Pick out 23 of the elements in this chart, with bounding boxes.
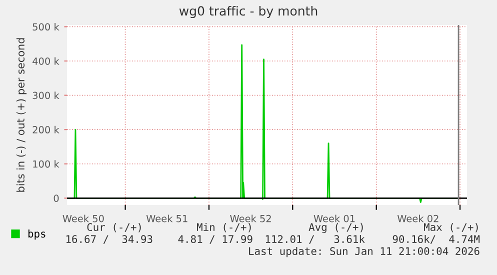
text: Cur (-/+)	[87, 223, 141, 232]
text: 90.16k/ 4.74M	[392, 234, 480, 244]
text: 16.67 / 34.93	[66, 235, 152, 244]
x-tick-label: Week 51	[146, 214, 188, 222]
legend-label: bps	[28, 230, 46, 240]
x-tick-label: Week 01	[314, 214, 355, 222]
y-tick-label: 300 k	[32, 92, 60, 100]
text: 112.01 / 3.61k	[266, 234, 365, 244]
x-tick-label: Week 50	[62, 214, 104, 222]
y-axis-title: bits in (-) / out (+) per second	[16, 38, 27, 192]
text: Last update: Sun Jan 11 21:00:04 2026	[249, 246, 480, 258]
text: 4.81 / 17.99	[178, 235, 252, 244]
text: Max (-/+)	[424, 223, 478, 232]
x-tick-label: Week 02	[397, 214, 438, 222]
y-tick-label: 200 k	[32, 126, 60, 134]
text: Avg (-/+)	[308, 222, 363, 234]
y-tick-label: 0	[54, 194, 59, 202]
text: Min (-/+)	[196, 222, 251, 232]
x-tick-label: Week 52	[230, 214, 271, 222]
chart-title: wg0 traffic - by month	[179, 6, 318, 18]
y-tick-label: 400 k	[32, 57, 60, 65]
y-tick-label: 500 k	[32, 23, 60, 31]
y-tick-label: 100 k	[33, 160, 60, 168]
